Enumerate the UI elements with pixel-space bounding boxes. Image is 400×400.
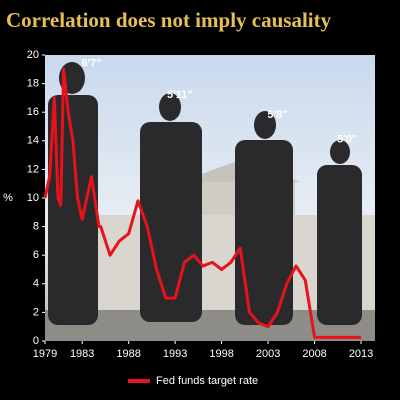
y-tick-label: 2: [33, 306, 39, 318]
x-tick-label: 2003: [256, 348, 280, 360]
x-tick-label: 1983: [70, 348, 94, 360]
y-tick-label: 14: [27, 135, 39, 147]
y-tick-label: 18: [27, 78, 39, 90]
x-tick-label: 1998: [209, 348, 233, 360]
y-tick-label: 20: [27, 49, 39, 61]
photo-backdrop: [45, 55, 375, 341]
annotation: 5'11": [167, 89, 193, 101]
annotation: 6'7": [81, 57, 101, 69]
y-tick-label: 12: [27, 163, 39, 175]
x-tick-label: 1988: [116, 348, 140, 360]
y-tick-label: 4: [33, 278, 39, 290]
x-tick-label: 2013: [349, 348, 373, 360]
chart-title: Correlation does not imply causality: [6, 8, 332, 32]
y-tick-label: 8: [33, 221, 39, 233]
data-line: [43, 67, 362, 339]
x-tick-label: 1979: [33, 348, 57, 360]
y-tick-label: 10: [27, 192, 39, 204]
annotation: 5'0": [337, 133, 357, 145]
y-tick-label: 16: [27, 106, 39, 118]
y-tick-label: 6: [33, 249, 39, 261]
y-axis-label: %: [3, 192, 13, 204]
legend-label: Fed funds target rate: [156, 375, 258, 387]
x-tick-label: 2008: [302, 348, 326, 360]
y-tick-label: 0: [33, 335, 39, 347]
x-tick-label: 1993: [163, 348, 187, 360]
annotation: 5'8": [267, 109, 287, 121]
